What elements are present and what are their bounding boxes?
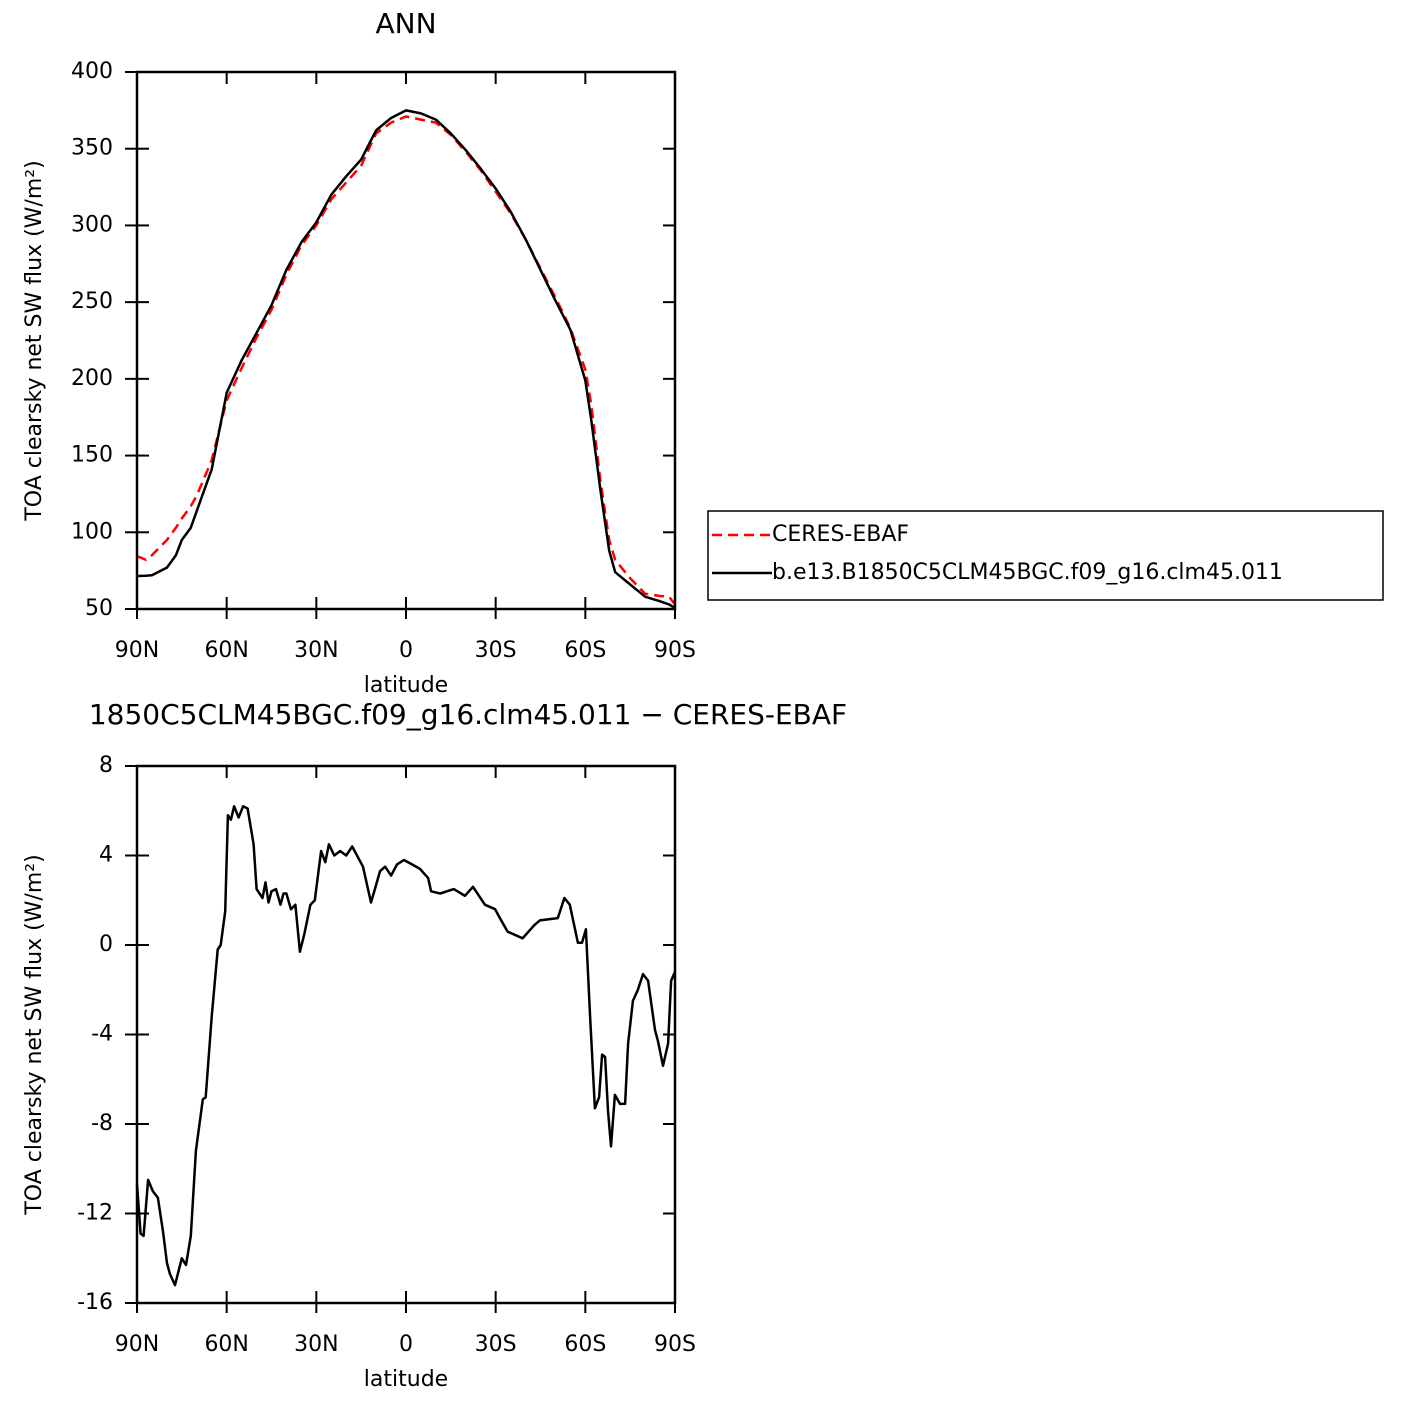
x-tick-label: 0 [399, 1332, 413, 1357]
x-axis-label: latitude [364, 673, 448, 698]
chart-title: ANN [375, 7, 436, 40]
x-tick-label: 90N [115, 1332, 159, 1357]
plot-frame [135, 70, 677, 611]
y-tick-label: -16 [77, 1290, 113, 1315]
x-tick-label: 0 [399, 638, 413, 663]
x-tick-label: 60N [204, 638, 248, 663]
x-tick-label: 90S [654, 1332, 696, 1357]
y-tick-label: -12 [77, 1201, 113, 1226]
x-tick-label: 30S [475, 1332, 517, 1357]
legend-box [707, 510, 1384, 601]
y-axis-label: TOA clearsky net SW flux (W/m²) [22, 160, 47, 521]
x-axis-label: latitude [364, 1367, 448, 1392]
x-tick-label: 30N [294, 638, 338, 663]
legend-label: b.e13.B1850C5CLM45BGC.f09_g16.clm45.011 [772, 560, 1283, 585]
y-tick-label: 200 [71, 366, 113, 391]
data-line [136, 109, 676, 609]
chart-title: 1850C5CLM45BGC.f09_g16.clm45.011 − CERES… [89, 698, 847, 731]
y-tick-label: 4 [99, 843, 113, 868]
y-tick-label: -8 [91, 1111, 113, 1136]
y-tick-label: -4 [91, 1022, 113, 1047]
y-tick-label: 150 [71, 443, 113, 468]
y-tick-label: 400 [71, 59, 113, 84]
y-axis-label: TOA clearsky net SW flux (W/m²) [22, 854, 47, 1215]
y-tick-label: 250 [71, 289, 113, 314]
x-tick-label: 60N [204, 1332, 248, 1357]
plot-frame [135, 764, 677, 1305]
x-tick-label: 60S [564, 638, 606, 663]
x-tick-label: 60S [564, 1332, 606, 1357]
x-tick-label: 90S [654, 638, 696, 663]
y-tick-label: 100 [71, 519, 113, 544]
x-tick-label: 90N [115, 638, 159, 663]
y-tick-label: 350 [71, 136, 113, 161]
y-tick-label: 50 [85, 596, 113, 621]
legend-label: CERES-EBAF [772, 522, 909, 547]
y-tick-label: 0 [99, 932, 113, 957]
x-tick-label: 30N [294, 1332, 338, 1357]
data-line [136, 115, 676, 606]
data-line [135, 805, 677, 1287]
y-tick-label: 300 [71, 212, 113, 237]
y-tick-label: 8 [99, 753, 113, 778]
x-tick-label: 30S [475, 638, 517, 663]
